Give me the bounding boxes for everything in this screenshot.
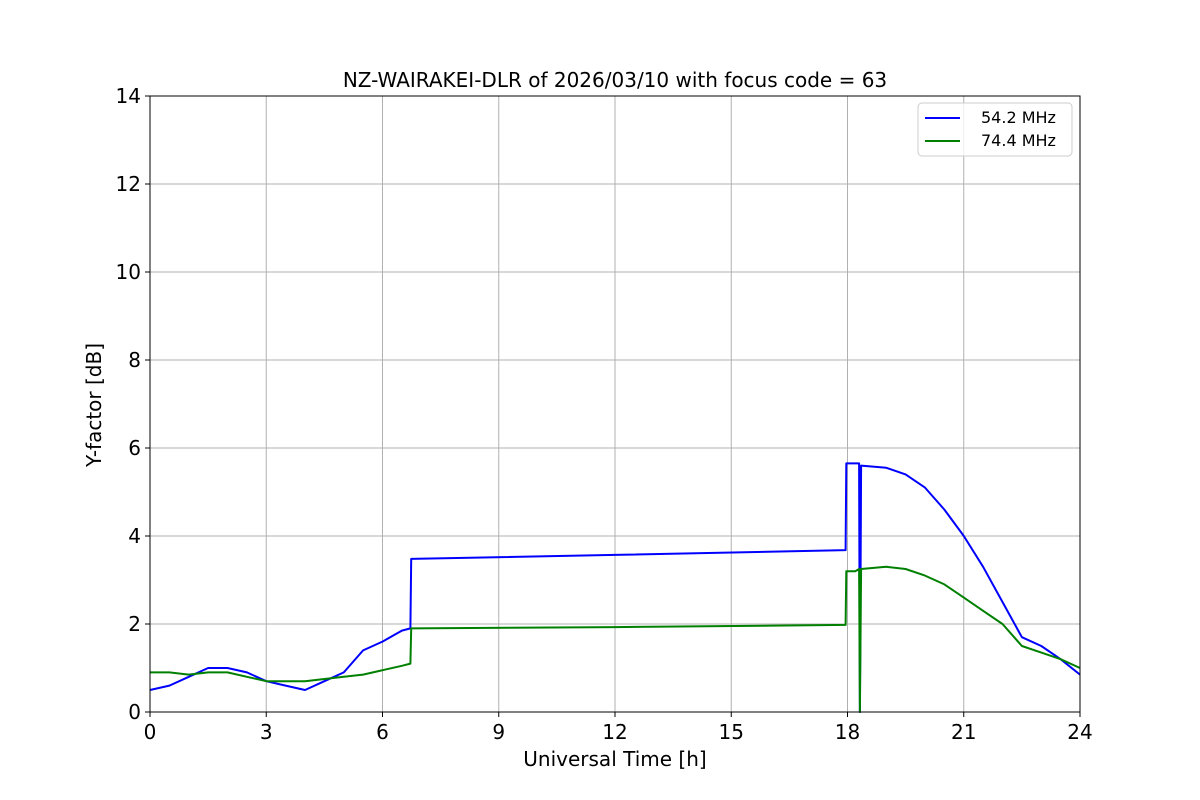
x-tick-label: 6 (376, 720, 389, 744)
x-tick-label: 3 (260, 720, 273, 744)
legend-box (917, 102, 1073, 157)
y-axis-label: Y-factor [dB] (82, 343, 106, 468)
y-tick-label: 14 (116, 84, 141, 108)
x-axis-label: Universal Time [h] (523, 747, 706, 771)
series-line-54-2-mhz (149, 462, 1081, 713)
y-tick-label: 12 (116, 172, 141, 196)
chart-title: NZ-WAIRAKEI-DLR of 2026/03/10 with focus… (343, 68, 887, 92)
legend-label-54-2: 54.2 MHz (981, 108, 1056, 127)
x-tick-label: 0 (144, 720, 157, 744)
y-tick-label: 8 (128, 348, 141, 372)
x-tick-label: 9 (492, 720, 505, 744)
legend: 54.2 MHz 74.4 MHz (917, 102, 1073, 157)
x-tick-label: 18 (835, 720, 860, 744)
x-tick-label: 15 (719, 720, 744, 744)
x-tick-label: 24 (1067, 720, 1092, 744)
y-tick-label: 2 (128, 612, 141, 636)
y-tick-label: 0 (128, 700, 141, 724)
y-tick-label: 6 (128, 436, 141, 460)
x-tick-label: 12 (602, 720, 627, 744)
y-tick-label: 4 (128, 524, 141, 548)
series-layer (149, 462, 1081, 713)
series-line-74-4-mhz (150, 565, 1081, 713)
legend-label-74-4: 74.4 MHz (981, 131, 1056, 150)
x-tick-label: 21 (951, 720, 976, 744)
y-tick-label: 10 (116, 260, 141, 284)
